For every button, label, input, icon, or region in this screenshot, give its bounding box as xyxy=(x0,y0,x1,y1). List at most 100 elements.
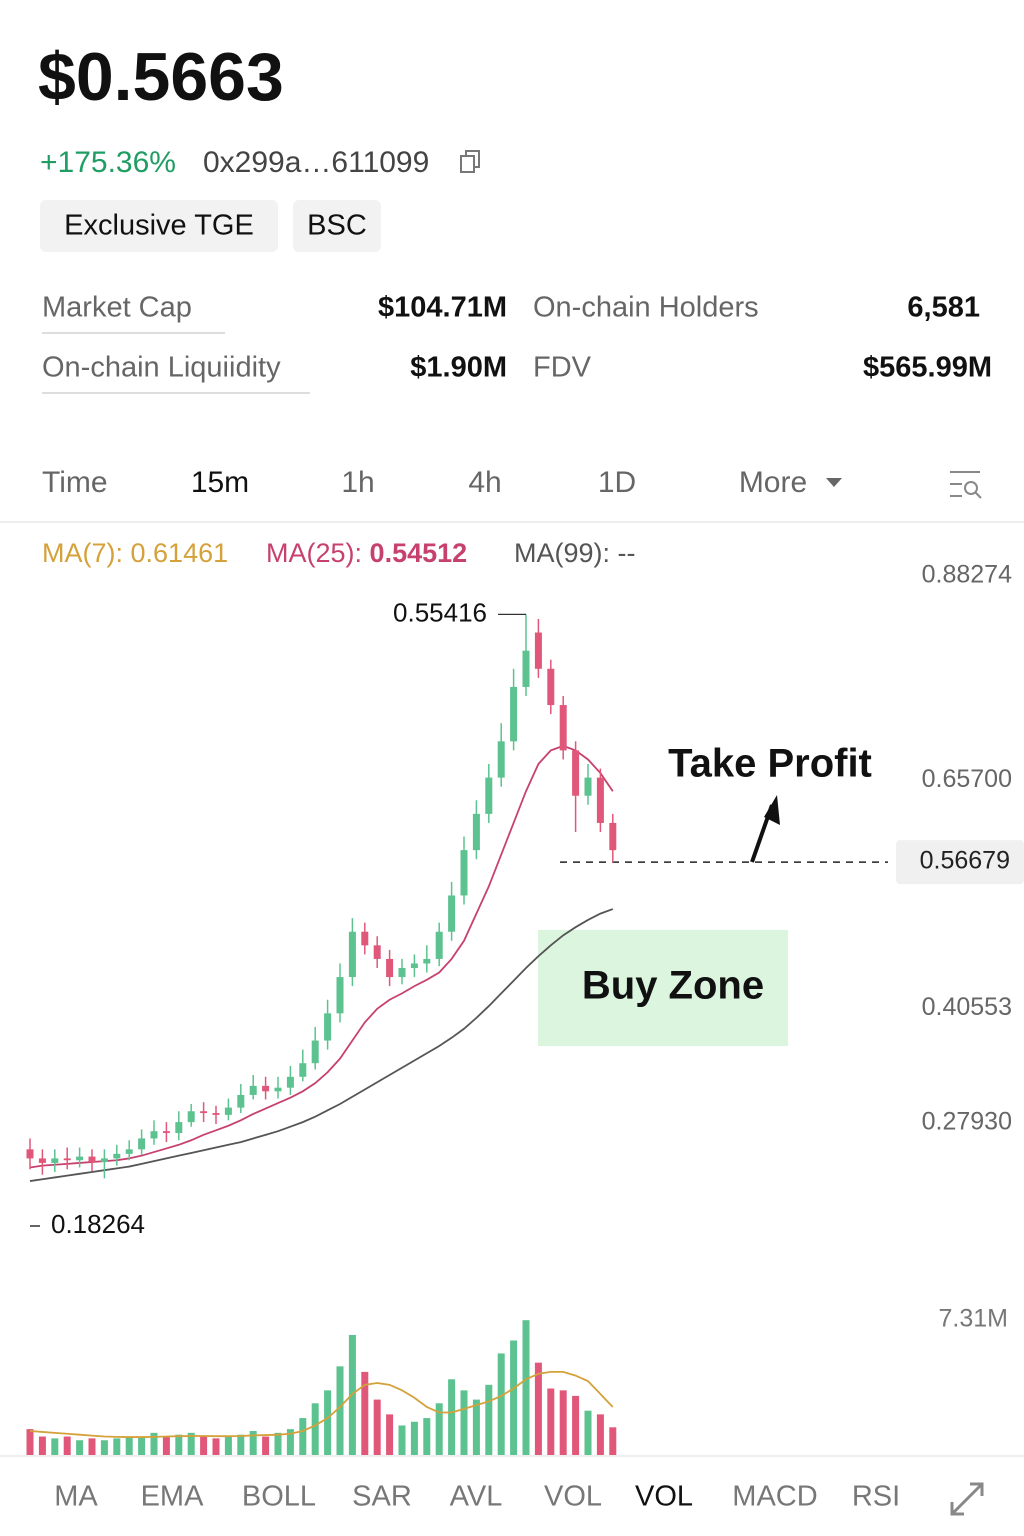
volume-bar xyxy=(448,1379,456,1455)
candle-body xyxy=(38,1158,46,1163)
candle-body xyxy=(423,958,431,964)
candle-body xyxy=(596,777,604,823)
volume-bar xyxy=(497,1353,505,1455)
volume-bar xyxy=(572,1395,580,1455)
take-profit-label: Take Profit xyxy=(668,742,872,786)
buy-zone xyxy=(538,930,788,1046)
candle-body xyxy=(410,963,418,968)
indicator-tab[interactable]: MACD xyxy=(732,1481,817,1513)
legend-label: MA(99): xyxy=(514,538,610,568)
volume-bar xyxy=(187,1432,195,1455)
volume-bar xyxy=(410,1421,418,1455)
candle-body xyxy=(547,668,555,706)
candle-body xyxy=(63,1158,71,1161)
candle-body xyxy=(138,1138,146,1150)
indicator-tab[interactable]: VOL xyxy=(635,1481,693,1513)
timeframe-tab[interactable]: 4h xyxy=(468,466,501,499)
ma-legend: MA(25): 0.54512 xyxy=(266,538,467,568)
timeframe-tab[interactable]: 1D xyxy=(598,466,636,499)
candle-body xyxy=(175,1122,183,1134)
volume-bar xyxy=(373,1399,381,1455)
volume-bar xyxy=(162,1436,170,1455)
volume-bar xyxy=(26,1429,34,1455)
stat-value: $104.71M xyxy=(378,292,507,324)
low-label: 0.18264 xyxy=(51,1209,145,1239)
candle-body xyxy=(88,1156,96,1163)
volume-bar xyxy=(150,1432,158,1455)
timeframe-tab[interactable]: 1h xyxy=(341,466,374,499)
legend-label: MA(25): xyxy=(266,538,362,568)
candle-body xyxy=(274,1087,282,1092)
timeframe-label: Time xyxy=(42,466,108,499)
y-tick-label: 0.40553 xyxy=(922,993,1012,1021)
candle-body xyxy=(150,1131,158,1139)
indicator-tab[interactable]: EMA xyxy=(141,1481,205,1513)
stat-value: $1.90M xyxy=(410,352,507,384)
candle-body xyxy=(26,1149,34,1159)
candle-body xyxy=(212,1113,220,1115)
volume-bar xyxy=(485,1384,493,1455)
candle-body xyxy=(572,750,580,796)
ma-legend: MA(99): -- xyxy=(514,538,636,568)
stat-label: On-chain Holders xyxy=(533,292,759,324)
high-label: 0.55416 xyxy=(393,597,487,627)
candle-body xyxy=(299,1063,307,1077)
candle-body xyxy=(336,977,344,1014)
candle-body xyxy=(398,968,406,978)
volume-bar xyxy=(435,1403,443,1455)
indicator-tab[interactable]: AVL xyxy=(450,1481,503,1513)
volume-bar xyxy=(547,1388,555,1455)
copy-icon[interactable] xyxy=(460,150,480,173)
indicator-tab[interactable]: RSI xyxy=(852,1481,900,1513)
candle-body xyxy=(200,1111,208,1114)
candle-body xyxy=(348,931,356,978)
timeframe-tab[interactable]: 15m xyxy=(191,466,249,499)
volume-bar xyxy=(361,1371,369,1455)
candle-body xyxy=(522,650,530,687)
candle-body xyxy=(609,822,617,851)
indicator-tab[interactable]: MA xyxy=(54,1481,98,1513)
candle-body xyxy=(435,931,443,959)
tag-label: BSC xyxy=(307,210,367,242)
stat-label: FDV xyxy=(533,352,592,384)
legend-value: 0.61461 xyxy=(131,538,229,568)
indicator-tab[interactable]: VOL xyxy=(544,1481,602,1513)
volume-bar xyxy=(584,1410,592,1455)
volume-bar xyxy=(249,1430,257,1455)
buy-zone-label: Buy Zone xyxy=(582,964,764,1008)
legend-label: MA(7): xyxy=(42,538,123,568)
price-change: +175.36% xyxy=(40,146,176,179)
candle-body xyxy=(125,1149,133,1154)
indicator-tab[interactable]: SAR xyxy=(352,1481,412,1513)
volume-bar xyxy=(324,1390,332,1455)
volume-bar xyxy=(212,1438,220,1455)
tag-label: Exclusive TGE xyxy=(64,210,254,242)
timeframe-tab[interactable]: More xyxy=(739,466,807,499)
candle-body xyxy=(485,777,493,814)
ma-legend: MA(7): 0.61461 xyxy=(42,538,228,568)
volume-bar xyxy=(460,1390,468,1455)
volume-bar xyxy=(398,1425,406,1455)
stat-value: 6,581 xyxy=(907,292,980,324)
candle-body xyxy=(472,813,480,851)
y-tick-label: 0.27930 xyxy=(922,1107,1012,1135)
volume-bar xyxy=(609,1427,617,1455)
volume-bar xyxy=(510,1340,518,1455)
candle-body xyxy=(324,1013,332,1041)
settings-icon[interactable] xyxy=(950,471,982,499)
candle-body xyxy=(386,958,394,978)
candle-body xyxy=(497,741,505,778)
legend-value: -- xyxy=(618,538,636,568)
volume-bar xyxy=(336,1366,344,1455)
volume-bar xyxy=(534,1362,542,1455)
volume-bar xyxy=(200,1436,208,1455)
candle-body xyxy=(559,705,567,751)
expand-icon[interactable] xyxy=(950,1482,984,1516)
indicator-tab[interactable]: BOLL xyxy=(242,1481,316,1513)
volume-bar xyxy=(423,1418,431,1455)
volume-bar xyxy=(113,1438,121,1455)
dropdown-arrow xyxy=(826,478,842,487)
volume-bar xyxy=(286,1429,294,1455)
